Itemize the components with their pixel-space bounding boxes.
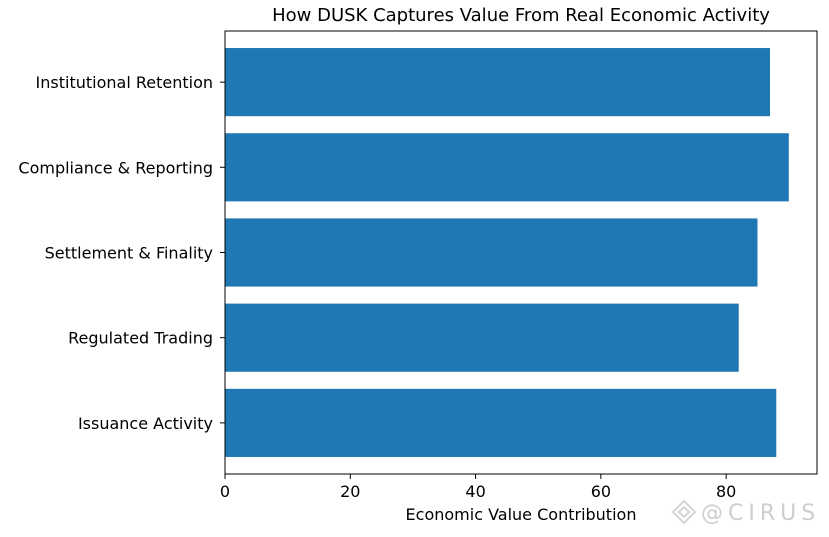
bar-issuance-activity [225,388,777,457]
y-tick-label: Issuance Activity [78,414,213,433]
bar-regulated-trading [225,303,739,372]
y-tick-label: Institutional Retention [36,73,213,92]
x-tick-label: 0 [220,482,230,501]
x-tick-label: 20 [340,482,360,501]
bar-compliance-reporting [225,133,789,202]
x-tick-label: 40 [465,482,485,501]
x-tick-label: 80 [716,482,736,501]
x-axis-label: Economic Value Contribution [406,505,637,524]
x-tick-label: 60 [591,482,611,501]
bar-settlement-finality [225,218,758,287]
plot-frame [224,30,818,475]
y-tick-label: Compliance & Reporting [18,158,213,177]
y-tick-label: Settlement & Finality [45,244,213,263]
bar-institutional-retention [225,48,771,117]
y-axis-ticks: Issuance Activity Regulated Trading Settle… [18,73,225,433]
diamond-logo-icon [671,499,697,525]
watermark: @CIRUS [671,499,820,526]
x-axis-ticks: 0 20 40 60 80 [220,474,736,501]
watermark-text: @CIRUS [701,501,820,526]
bars-group [225,48,789,457]
chart-title: How DUSK Captures Value From Real Econom… [272,5,770,26]
y-tick-label: Regulated Trading [68,329,213,348]
